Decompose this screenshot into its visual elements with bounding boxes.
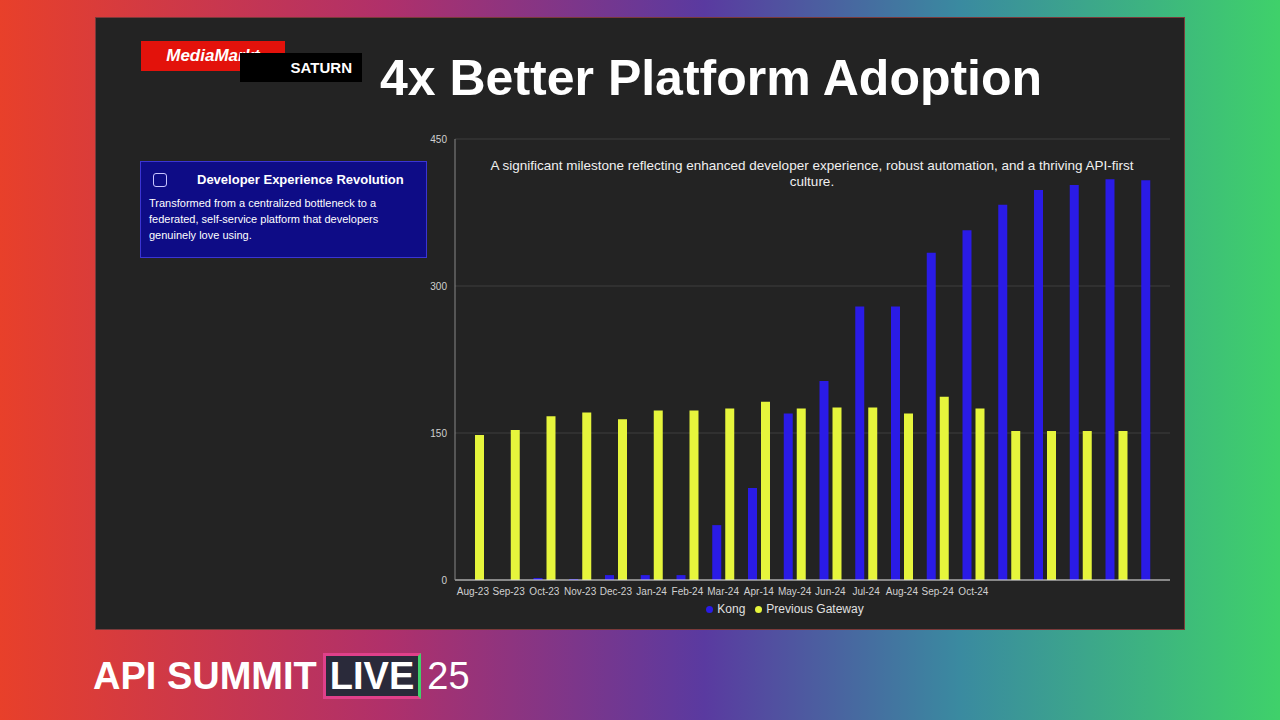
- svg-text:Jul-24: Jul-24: [853, 586, 881, 597]
- svg-text:Aug-24: Aug-24: [886, 586, 919, 597]
- html-text:Previous Gateway: Previous Gateway: [766, 602, 864, 616]
- html-text:API SUMMIT LIVE 25: API SUMMIT LIVE 25: [93, 654, 470, 697]
- svg-text:Nov-23: Nov-23: [564, 586, 597, 597]
- svg-text:Oct-23: Oct-23: [529, 586, 559, 597]
- svg-text:Aug-23: Aug-23: [457, 586, 490, 597]
- svg-text:Sep-23: Sep-23: [493, 586, 526, 597]
- svg-text:Oct-24: Oct-24: [958, 586, 988, 597]
- svg-text:May-24: May-24: [778, 586, 812, 597]
- svg-text:Jun-24: Jun-24: [815, 586, 846, 597]
- svg-text:450: 450: [430, 134, 447, 145]
- svg-text:Mar-24: Mar-24: [707, 586, 739, 597]
- html-text:Transformed from a centralized: Transformed from a centralized bottlenec…: [149, 197, 379, 241]
- html-text:A significant milestone reflec: A significant milestone reflecting enhan…: [490, 158, 1134, 189]
- svg-text:150: 150: [430, 428, 447, 439]
- svg-text:Apr-14: Apr-14: [744, 586, 774, 597]
- svg-text:Sep-24: Sep-24: [922, 586, 955, 597]
- html-text:Kong: Kong: [717, 602, 746, 616]
- svg-text:Jan-24: Jan-24: [636, 586, 667, 597]
- svg-text:Feb-24: Feb-24: [672, 586, 704, 597]
- html-text:MediaMarkt: MediaMarkt: [166, 46, 260, 65]
- html-text:4x Better Platform Adoption: 4x Better Platform Adoption: [380, 50, 1043, 106]
- html-text:SATURN: SATURN: [290, 59, 352, 76]
- html-text:Developer Experience Revolutio: Developer Experience Revolution: [197, 172, 404, 187]
- svg-text:300: 300: [430, 281, 447, 292]
- svg-text:0: 0: [441, 575, 447, 586]
- svg-text:Dec-23: Dec-23: [600, 586, 633, 597]
